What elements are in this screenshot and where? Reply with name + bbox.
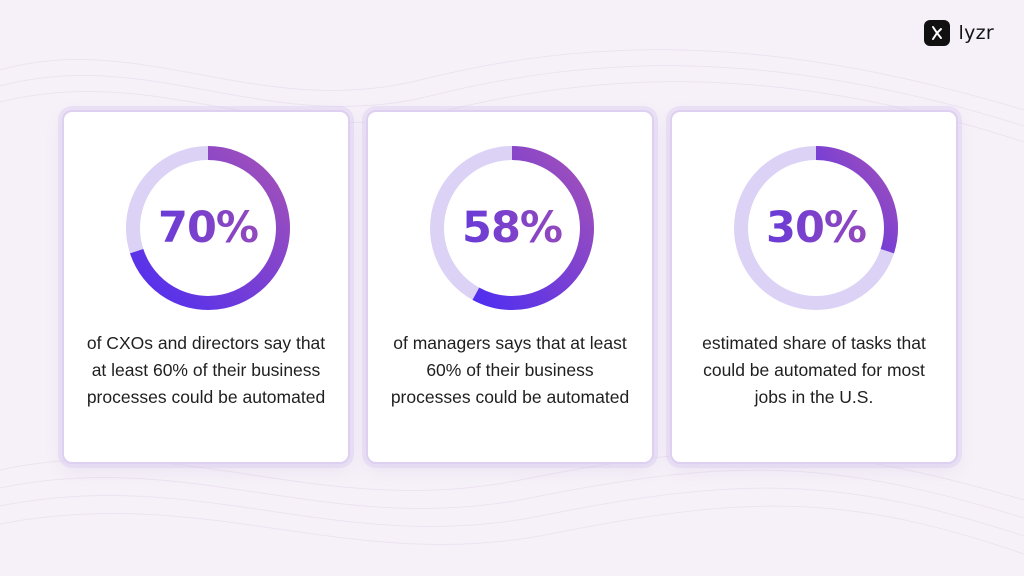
brand-logo: lyzr xyxy=(924,20,994,46)
stat-description: of managers says that at least 60% of th… xyxy=(390,333,630,407)
percent-label: 30% xyxy=(732,144,900,312)
lyzr-logo-icon xyxy=(924,20,951,46)
donut-chart xyxy=(126,146,290,310)
percent-label: 58% xyxy=(428,144,596,312)
stat-description: estimated share of tasks that could be a… xyxy=(702,333,926,407)
stat-card-3: 30% estimated share of tasks that could … xyxy=(670,110,958,464)
stat-cards: 70% of CXOs and directors say that at le… xyxy=(62,110,958,464)
brand-name: lyzr xyxy=(958,22,994,44)
stat-card-2: 58% of managers says that at least 60% o… xyxy=(366,110,654,464)
donut-value-arc xyxy=(815,146,898,254)
donut-value-arc xyxy=(130,146,290,310)
donut-value-arc xyxy=(472,146,594,310)
stat-description: of CXOs and directors say that at least … xyxy=(86,333,326,407)
percent-label: 70% xyxy=(124,144,292,312)
donut-chart xyxy=(734,146,898,310)
stat-card-1: 70% of CXOs and directors say that at le… xyxy=(62,110,350,464)
donut-chart xyxy=(430,146,594,310)
